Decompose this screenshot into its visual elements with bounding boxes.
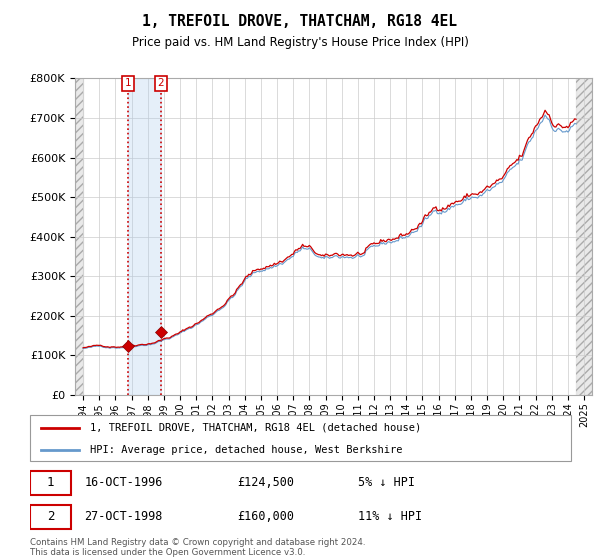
Text: HPI: Average price, detached house, West Berkshire: HPI: Average price, detached house, West… (90, 445, 403, 455)
Text: 11% ↓ HPI: 11% ↓ HPI (358, 510, 422, 523)
FancyBboxPatch shape (30, 471, 71, 495)
FancyBboxPatch shape (30, 505, 71, 529)
Text: 5% ↓ HPI: 5% ↓ HPI (358, 477, 415, 489)
Text: 2: 2 (158, 78, 164, 88)
Text: Price paid vs. HM Land Registry's House Price Index (HPI): Price paid vs. HM Land Registry's House … (131, 36, 469, 49)
Text: 1, TREFOIL DROVE, THATCHAM, RG18 4EL (detached house): 1, TREFOIL DROVE, THATCHAM, RG18 4EL (de… (90, 423, 421, 433)
Text: 2: 2 (47, 510, 54, 523)
Text: £124,500: £124,500 (238, 477, 295, 489)
Text: 1, TREFOIL DROVE, THATCHAM, RG18 4EL: 1, TREFOIL DROVE, THATCHAM, RG18 4EL (143, 14, 458, 29)
Text: 27-OCT-1998: 27-OCT-1998 (85, 510, 163, 523)
Text: 16-OCT-1996: 16-OCT-1996 (85, 477, 163, 489)
Text: Contains HM Land Registry data © Crown copyright and database right 2024.
This d: Contains HM Land Registry data © Crown c… (30, 538, 365, 557)
Text: 1: 1 (47, 477, 54, 489)
Bar (128, 78, 161, 395)
FancyBboxPatch shape (30, 416, 571, 461)
Text: £160,000: £160,000 (238, 510, 295, 523)
Text: 1: 1 (125, 78, 131, 88)
